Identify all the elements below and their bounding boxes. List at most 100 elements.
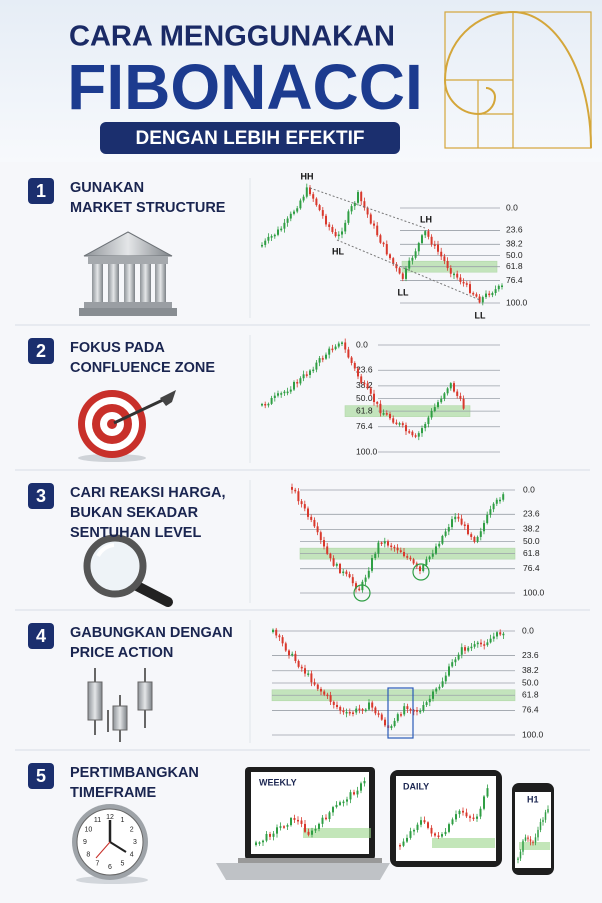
candle-body <box>398 423 401 425</box>
candle-body <box>337 343 340 347</box>
candle-body <box>462 810 464 813</box>
candle-body <box>272 629 274 632</box>
candle-body <box>323 691 326 695</box>
candle-body <box>419 710 422 713</box>
candle-body <box>351 577 354 584</box>
candle-body <box>502 633 505 636</box>
golden-spiral-part <box>443 10 592 149</box>
candle-body <box>451 519 453 528</box>
step-badge <box>28 483 54 509</box>
step-title: CARI REAKSI HARGA, <box>70 485 225 501</box>
candle-body <box>534 837 537 843</box>
candle-body <box>297 819 299 822</box>
structure-label: LL <box>398 287 409 297</box>
candle-body <box>297 491 300 502</box>
header-line2: FIBONACCI <box>67 51 423 123</box>
candle-body <box>255 842 257 845</box>
candle-body <box>437 835 440 838</box>
candle-body <box>502 494 505 500</box>
candle-body <box>374 553 377 559</box>
candle-body <box>262 840 264 843</box>
step-badge <box>28 338 54 364</box>
candle-body <box>367 570 370 578</box>
candle-body <box>344 342 347 350</box>
fib-label: 0.0 <box>522 625 534 635</box>
fib-label: 23.6 <box>506 225 523 235</box>
candle-body <box>459 395 462 399</box>
fib-label: 100.0 <box>523 587 545 597</box>
candle-body <box>334 346 337 350</box>
bank-icon-part <box>88 256 168 264</box>
candle-body <box>460 647 463 655</box>
candle-body <box>357 368 359 377</box>
candle-body <box>496 632 498 637</box>
candle-body <box>427 417 430 425</box>
candle-body <box>325 817 327 820</box>
clock-numeral: 9 <box>83 839 87 846</box>
candle-body <box>453 273 455 276</box>
candle-body <box>532 841 534 844</box>
reaction-circle <box>412 563 430 581</box>
candle-body <box>449 268 452 274</box>
candle-body <box>361 581 364 591</box>
candle-body <box>296 208 299 212</box>
candle-body <box>501 285 503 288</box>
candle-body <box>315 362 318 370</box>
target-icon-part <box>107 419 117 429</box>
candle-body <box>384 719 386 726</box>
candle-body <box>537 829 539 838</box>
clock-icon-part <box>95 841 111 859</box>
candle-body <box>444 831 447 835</box>
candle-body <box>430 827 433 834</box>
candle-body <box>353 202 356 207</box>
candle-body <box>323 540 325 547</box>
candle-body <box>462 281 465 284</box>
candle-body <box>290 818 292 826</box>
candle-body <box>328 224 331 227</box>
candle-body <box>473 644 476 647</box>
candle-body <box>396 547 399 551</box>
candle-body <box>277 393 279 396</box>
candle-body <box>294 653 297 661</box>
candle-body <box>342 710 345 713</box>
candle-body <box>318 823 320 829</box>
candle-body <box>470 646 473 649</box>
device-label: DAILY <box>403 781 429 791</box>
candle-body <box>319 532 322 541</box>
candle-body <box>286 218 289 223</box>
target-icon-part <box>160 390 176 406</box>
candle-body <box>377 542 380 554</box>
fib-label: 61.8 <box>523 548 540 558</box>
candle-body <box>408 260 411 269</box>
magnifier-icon-part <box>96 543 115 558</box>
candle-body <box>544 812 547 820</box>
candle-body <box>406 837 408 842</box>
candle-body <box>399 550 402 552</box>
candle-body <box>437 244 439 252</box>
candle-body <box>380 542 383 544</box>
step-number: 5 <box>36 766 46 786</box>
candle-body <box>294 489 297 492</box>
candle-body <box>261 244 263 247</box>
candle-body <box>405 268 407 279</box>
candle-body <box>495 499 498 504</box>
clock-numeral: 7 <box>96 860 100 867</box>
candle-body <box>473 536 476 542</box>
candle-body <box>281 637 284 644</box>
candle-body <box>373 393 375 403</box>
candle-body <box>441 834 443 837</box>
candle-body <box>420 820 422 825</box>
candle-body <box>349 792 352 800</box>
fib-label: 0.0 <box>356 339 368 349</box>
structure-label: HH <box>301 171 314 181</box>
candle-body <box>316 684 319 689</box>
clock-numeral: 1 <box>121 817 125 824</box>
candle-body <box>280 228 283 231</box>
step-number: 2 <box>36 341 46 361</box>
step-number: 1 <box>36 181 46 201</box>
candle-body <box>346 799 348 802</box>
candle-body <box>488 293 491 296</box>
candle-body <box>479 531 482 537</box>
fib-label: 76.4 <box>506 275 523 285</box>
fib-label: 23.6 <box>523 509 540 519</box>
